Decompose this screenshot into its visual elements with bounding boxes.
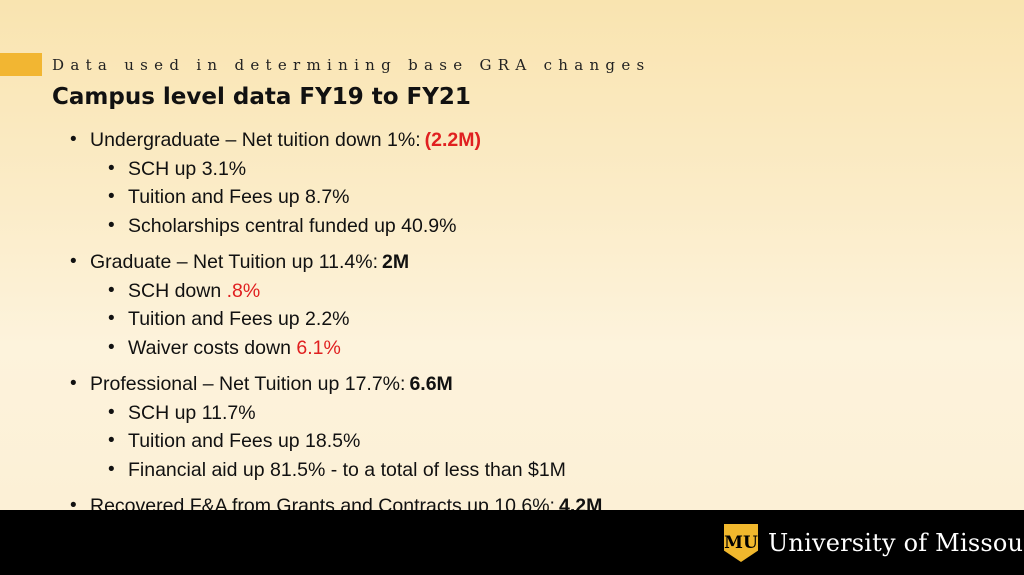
bullet-icon: •	[70, 495, 77, 516]
bullet-value: (2.2M)	[424, 129, 481, 151]
sub-bullet-item: • Tuition and Fees up 2.2%	[70, 305, 602, 334]
bullet-icon: •	[108, 336, 115, 358]
bullet-group: • Graduate – Net Tuition up 11.4%: 2M • SCH…	[70, 248, 602, 362]
bullet-group: • Professional – Net Tuition up 17.7%: 6.…	[70, 370, 602, 484]
bullet-icon: •	[108, 157, 115, 179]
bullet-icon: •	[108, 279, 115, 301]
bullet-value: 2M	[382, 251, 410, 273]
university-logo: MU University of Missouri	[724, 524, 1024, 562]
accent-bar	[0, 53, 42, 76]
sub-bullet-text: Tuition and Fees up 18.5%	[128, 430, 361, 452]
sub-bullet-item: • SCH up 3.1%	[70, 155, 602, 184]
sub-bullet-text: SCH down	[128, 279, 227, 302]
slide-kicker: Data used in determining base GRA change…	[52, 56, 651, 74]
sub-bullet-text: Waiver costs down	[128, 336, 297, 359]
bullet-value: 6.6M	[409, 373, 453, 395]
bullet-text: Undergraduate – Net tuition down 1%:	[90, 129, 421, 151]
footer-bar: MU University of Missouri	[0, 510, 1024, 575]
sub-bullet-item: • Tuition and Fees up 18.5%	[70, 427, 602, 456]
sub-bullet-highlight: .8%	[226, 279, 261, 302]
bullet-icon: •	[108, 186, 115, 207]
sub-bullet-text: Tuition and Fees up 8.7%	[128, 186, 350, 208]
sub-bullet-item: • Waiver costs down 6.1%	[70, 334, 602, 363]
bullet-group: • Undergraduate – Net tuition down 1%: (2…	[70, 126, 602, 240]
bullet-icon: •	[108, 401, 115, 423]
bullet-text: Graduate – Net Tuition up 11.4%:	[90, 251, 378, 273]
university-name: University of Missouri	[768, 529, 1024, 557]
bullet-text: Professional – Net Tuition up 17.7%:	[90, 373, 406, 395]
sub-bullet-highlight: 6.1%	[296, 336, 341, 359]
sub-bullet-item: • Scholarships central funded up 40.9%	[70, 212, 602, 241]
sub-bullet-text: Scholarships central funded up 40.9%	[128, 214, 457, 237]
slide-title: Campus level data FY19 to FY21	[52, 84, 471, 110]
mu-shield-icon: MU	[724, 524, 758, 562]
bullet-icon: •	[70, 251, 77, 272]
sub-bullet-item: • Financial aid up 81.5% - to a total of …	[70, 456, 602, 485]
bullet-list: • Undergraduate – Net tuition down 1%: (2…	[70, 126, 602, 529]
bullet-item: • Undergraduate – Net tuition down 1%: (2…	[70, 126, 602, 155]
sub-bullet-text: Financial aid up 81.5% - to a total of l…	[128, 458, 566, 481]
mu-shield-letters: MU	[724, 533, 758, 553]
sub-bullet-text: Tuition and Fees up 2.2%	[128, 308, 350, 330]
sub-bullet-item: • SCH up 11.7%	[70, 399, 602, 428]
sub-bullet-text: SCH up 3.1%	[128, 157, 247, 180]
bullet-item: • Professional – Net Tuition up 17.7%: 6.…	[70, 370, 602, 399]
bullet-icon: •	[70, 373, 77, 394]
slide: Data used in determining base GRA change…	[0, 53, 651, 517]
bullet-icon: •	[108, 308, 115, 329]
bullet-icon: •	[108, 430, 115, 451]
sub-bullet-item: • SCH down .8%	[70, 277, 602, 306]
bullet-item: • Graduate – Net Tuition up 11.4%: 2M	[70, 248, 602, 277]
bullet-icon: •	[108, 458, 115, 480]
sub-bullet-item: • Tuition and Fees up 8.7%	[70, 183, 602, 212]
bullet-icon: •	[108, 214, 115, 236]
bullet-icon: •	[70, 129, 77, 150]
sub-bullet-text: SCH up 11.7%	[128, 401, 256, 424]
